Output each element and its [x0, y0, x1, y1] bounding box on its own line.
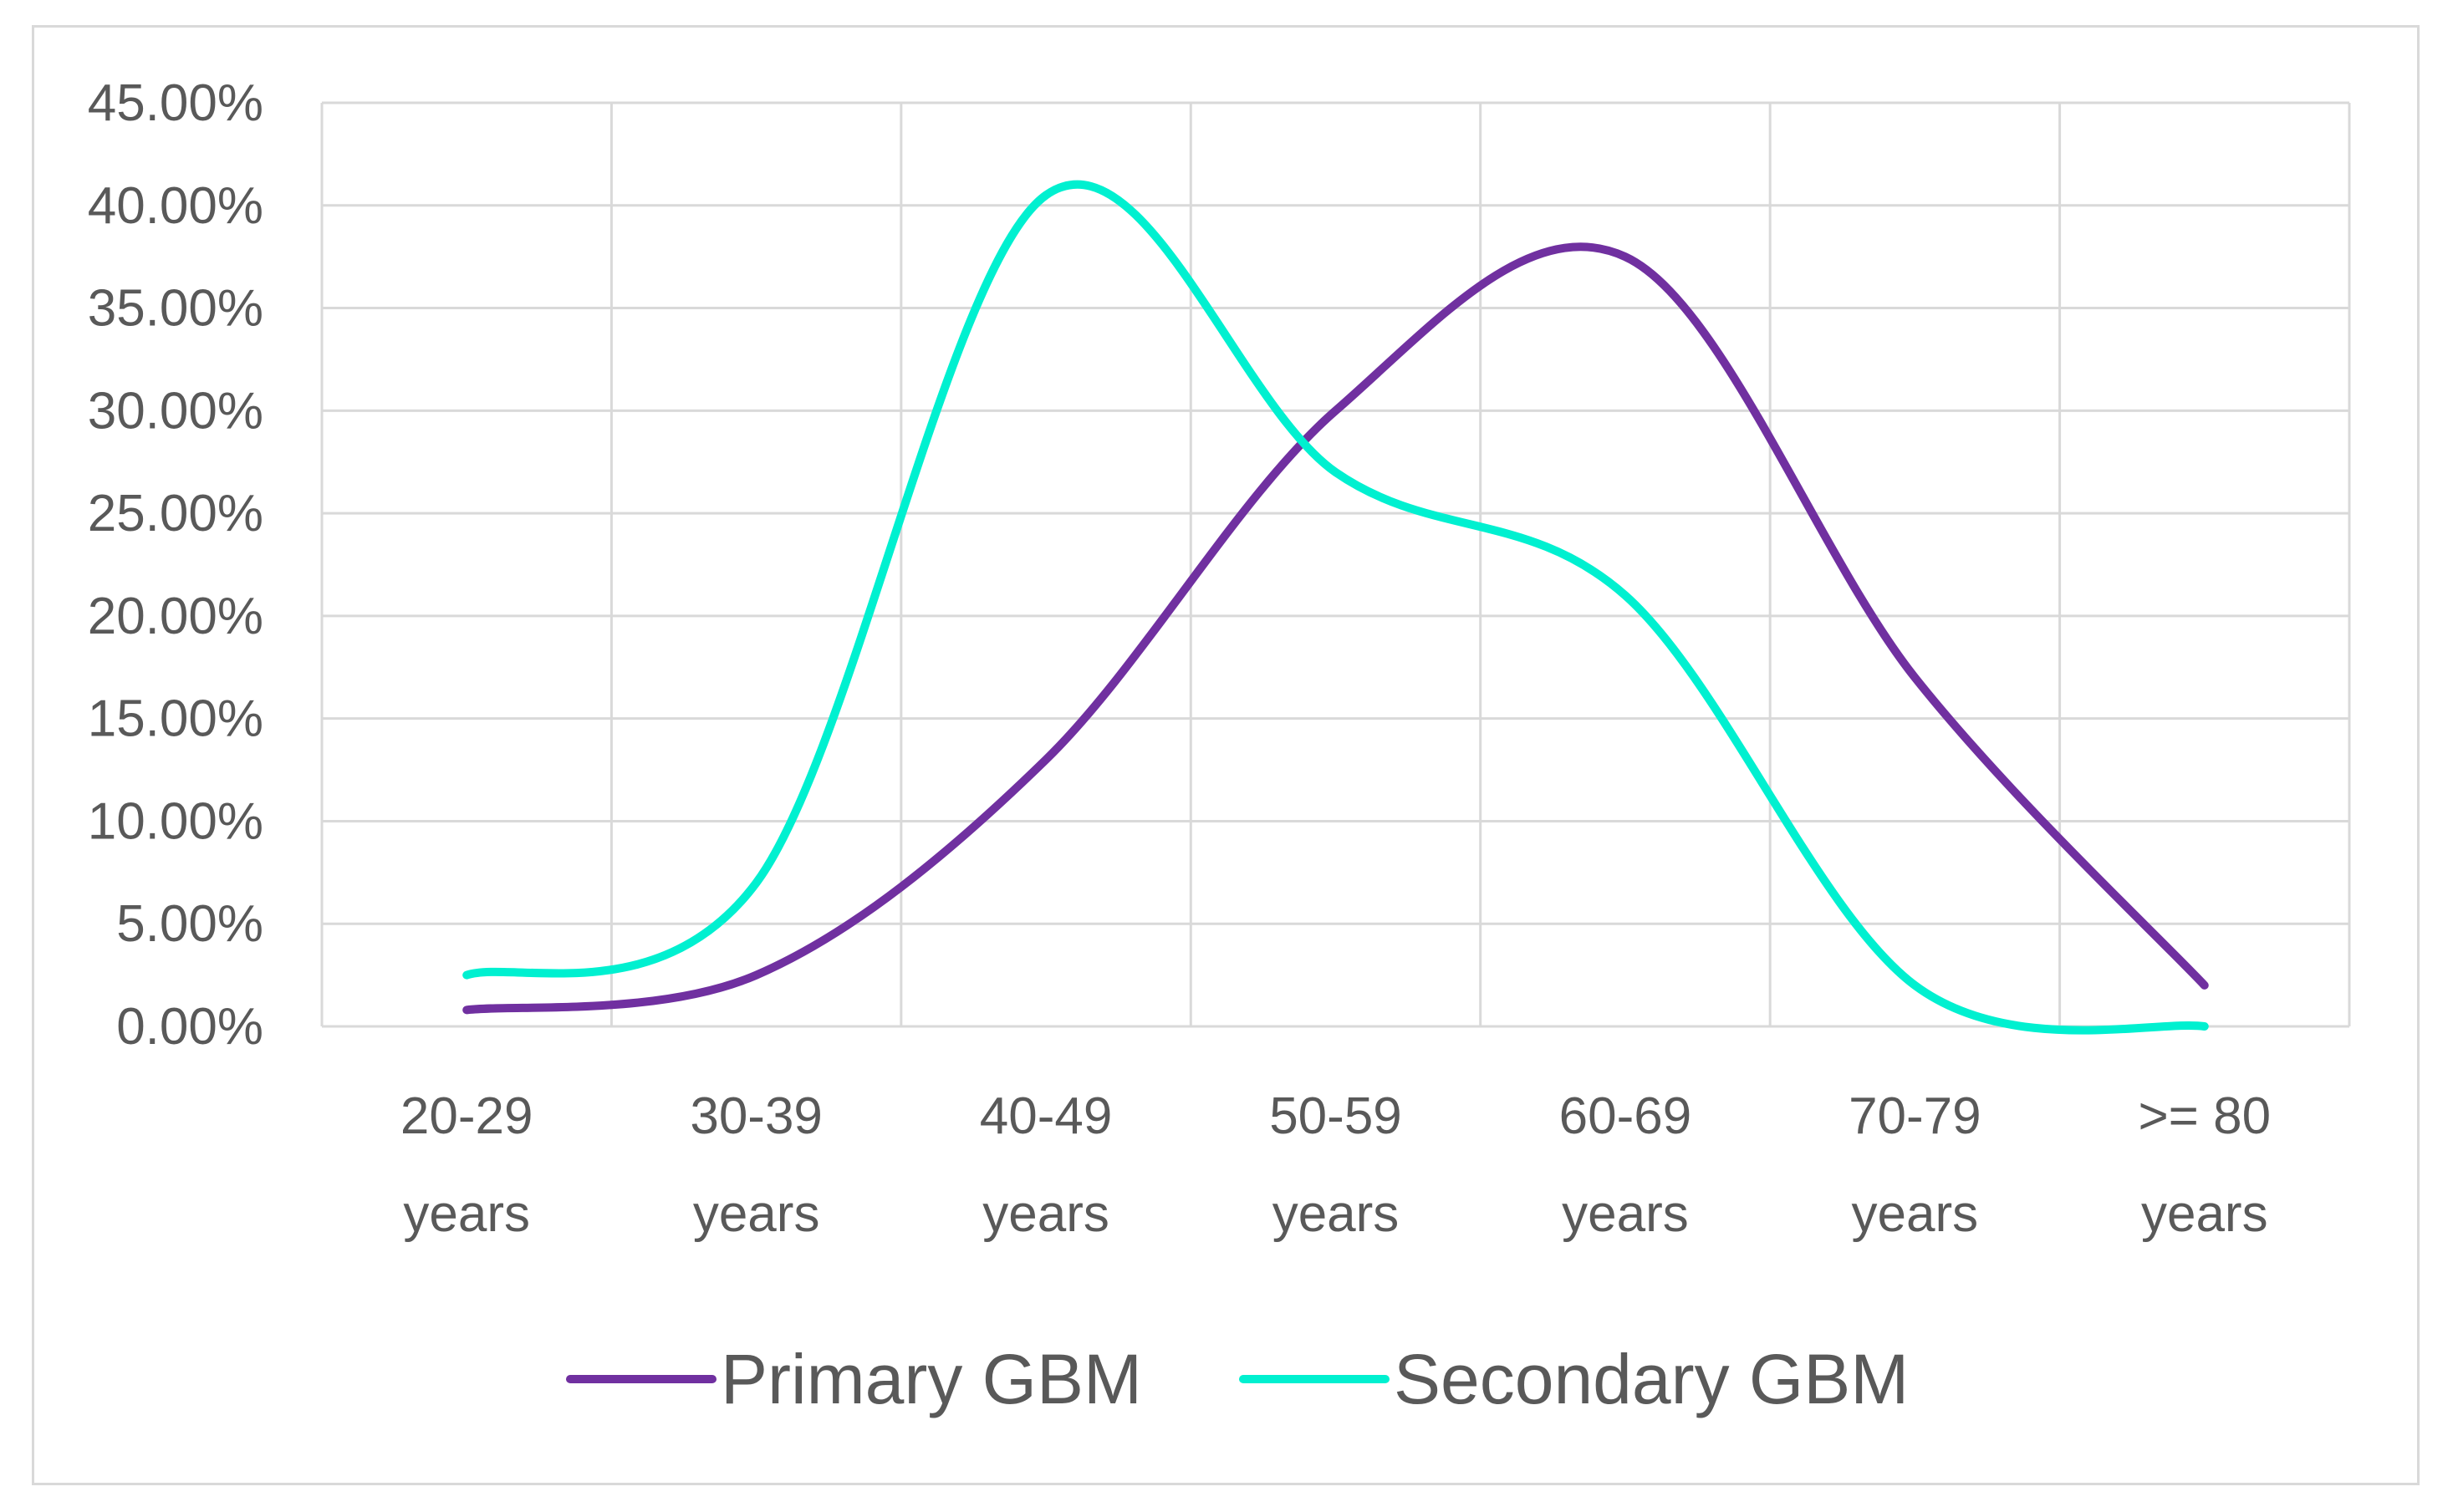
x-tick-label: 50-59 years [1269, 1087, 1402, 1243]
y-tick-label: 40.00% [88, 177, 263, 235]
x-tick-label: 60-69 years [1559, 1087, 1692, 1243]
y-tick-label: 20.00% [88, 588, 263, 645]
grid-lines [320, 101, 2351, 1028]
x-tick-label: >= 80 years [2138, 1087, 2271, 1243]
x-tick-label: 20-29 years [400, 1087, 533, 1243]
y-tick-label: 25.00% [88, 485, 263, 542]
x-tick-label: 30-39 years [690, 1087, 823, 1243]
series-lines [462, 180, 2209, 1035]
y-tick-label: 45.00% [88, 74, 263, 132]
legend-label-primary-gbm: Primary GBM [721, 1340, 1142, 1418]
x-tick-label: 40-49 years [980, 1087, 1113, 1243]
y-tick-label: 5.00% [116, 895, 263, 953]
y-axis-tick-labels: 0.00% 5.00% 10.00% 15.00% 20.00% 25.00% 30.00%… [88, 74, 263, 1056]
y-tick-label: 35.00% [88, 280, 263, 338]
series-line-primary-gbm [462, 242, 2209, 1015]
chart-frame [32, 25, 2420, 1485]
y-tick-label: 10.00% [88, 792, 263, 850]
legend-label-secondary-gbm: Secondary GBM [1394, 1340, 1909, 1418]
series-line-secondary-gbm [462, 180, 2209, 1035]
y-tick-label: 30.00% [88, 382, 263, 440]
legend: Primary GBM Secondary GBM [566, 1340, 1909, 1418]
x-tick-label: 70-79 years [1849, 1087, 1981, 1243]
x-axis-tick-labels: 20-29 years 30-39 years 40-49 years 50-59 years… [400, 1087, 2271, 1243]
y-tick-label: 15.00% [88, 690, 263, 748]
y-tick-label: 0.00% [116, 998, 263, 1056]
